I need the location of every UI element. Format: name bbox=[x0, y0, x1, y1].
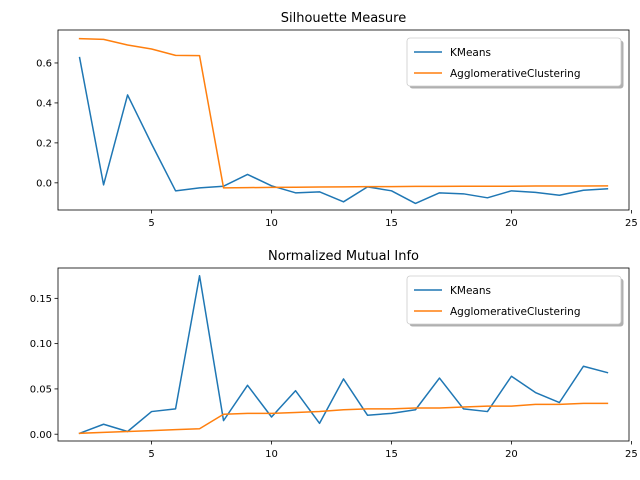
legend-box bbox=[406, 37, 622, 87]
y-tick-label: 0.00 bbox=[30, 430, 52, 441]
subplot-2: Normalized Mutual Info 5 10 15 20 25 0.00 0.05 0… bbox=[30, 249, 638, 460]
series-line-kmeans bbox=[78, 274, 609, 435]
legend-label-kmeans: KMeans bbox=[450, 285, 491, 297]
axes-frame bbox=[57, 29, 630, 211]
y-tick-label: 0.2 bbox=[36, 138, 52, 149]
legend: KMeans AgglomerativeClustering bbox=[406, 275, 624, 327]
x-tick-label: 25 bbox=[625, 218, 638, 229]
x-tick-label: 5 bbox=[148, 449, 154, 460]
y-tick-label: 0.4 bbox=[36, 99, 52, 110]
x-tick-label: 10 bbox=[265, 449, 278, 460]
chart-title: Silhouette Measure bbox=[281, 11, 406, 26]
chart-title: Normalized Mutual Info bbox=[268, 249, 419, 264]
x-tick-label: 25 bbox=[625, 449, 638, 460]
x-tick-label: 15 bbox=[385, 449, 398, 460]
x-tick-label: 5 bbox=[148, 218, 154, 229]
y-tick-label: 0.6 bbox=[36, 59, 52, 70]
x-tick-label: 15 bbox=[385, 218, 398, 229]
series-line-agglomerativeclustering bbox=[78, 402, 609, 435]
x-tick-label: 10 bbox=[265, 218, 278, 229]
x-tick-label: 20 bbox=[505, 218, 518, 229]
legend-label-kmeans: KMeans bbox=[450, 47, 491, 59]
axes-frame bbox=[57, 267, 630, 442]
subplot-1: Silhouette Measure 5 10 15 20 25 0.0 0.2 0.4 0.6 K… bbox=[36, 11, 638, 229]
legend-label-agglomerativeclustering: AgglomerativeClustering bbox=[450, 306, 581, 318]
legend-box bbox=[406, 275, 622, 325]
series-line-kmeans bbox=[78, 56, 609, 205]
y-tick-label: 0.05 bbox=[30, 385, 52, 396]
y-tick-label: 0.15 bbox=[30, 294, 52, 305]
y-tick-label: 0.0 bbox=[36, 178, 52, 189]
x-tick-label: 20 bbox=[505, 449, 518, 460]
legend: KMeans AgglomerativeClustering bbox=[406, 37, 624, 89]
legend-label-agglomerativeclustering: AgglomerativeClustering bbox=[450, 68, 581, 80]
series-line-agglomerativeclustering bbox=[78, 37, 609, 189]
y-tick-label: 0.10 bbox=[30, 339, 52, 350]
